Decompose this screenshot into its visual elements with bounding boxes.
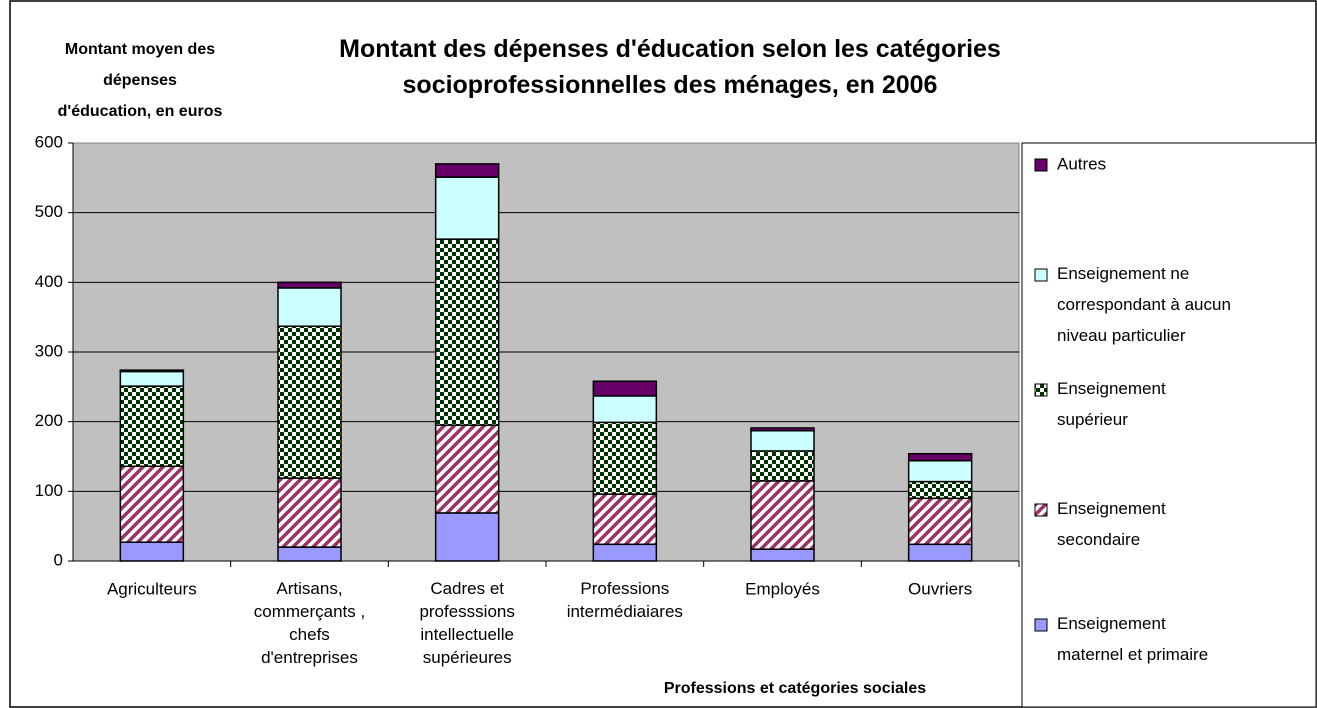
legend-swatch (1034, 158, 1048, 172)
bar-segment (592, 395, 658, 424)
bar-segment (907, 497, 973, 546)
y-axis-title: Montant moyen des dépenses d'éducation, en… (58, 41, 223, 120)
bar-segment (907, 452, 973, 462)
bar-segment (907, 459, 973, 483)
y-tick-label: 200 (35, 411, 63, 430)
bar-segment (907, 480, 973, 500)
bar-segment (592, 493, 658, 546)
x-tick-label: Employés (745, 579, 820, 598)
bar-segment (434, 163, 500, 178)
bar-segment (277, 287, 342, 327)
bar-segment (750, 548, 815, 562)
legend-swatch (1034, 268, 1048, 282)
bar-segment (750, 450, 815, 482)
bar-segment (750, 427, 815, 432)
bar-segment (277, 325, 342, 479)
legend-swatch (1034, 383, 1048, 397)
bar-segment (907, 543, 973, 562)
x-tick-label: Professions intermédiaiares (567, 579, 683, 621)
bar-segment (434, 424, 500, 514)
bar-segment (434, 176, 500, 240)
bar-segment (434, 238, 500, 426)
y-tick-label: 300 (35, 341, 63, 360)
bar-segment (119, 385, 185, 468)
x-tick-label: Artisans, commerçants , chefs d'entreprises (254, 579, 365, 667)
y-tick-label: 600 (35, 132, 63, 151)
legend-label: Enseignement maternel et primaire (1057, 614, 1208, 664)
legend-label: Autres (1057, 154, 1106, 173)
x-tick-label: Ouvriers (908, 579, 972, 598)
legend-swatch (1034, 618, 1048, 632)
y-tick-label: 500 (35, 202, 63, 221)
bar-segment (277, 281, 342, 289)
y-tick-label: 100 (35, 481, 63, 500)
chart-title: Montant des dépenses d'éducation selon l… (339, 35, 1001, 99)
bar-segment (119, 541, 185, 562)
bar-segment (277, 477, 342, 548)
bar-segment (592, 421, 658, 495)
legend-label: Enseignement ne correspondant à aucun nive… (1057, 264, 1231, 345)
bar-segment (277, 546, 342, 562)
y-tick-label: 0 (54, 550, 63, 569)
legend-label: Enseignement supérieur (1057, 379, 1166, 429)
bar-segment (119, 465, 185, 543)
x-axis-title: Professions et catégories sociales (664, 680, 926, 697)
bar-segment (592, 380, 658, 397)
bar-segment (434, 512, 500, 562)
x-tick-label: Agriculteurs (107, 579, 197, 598)
bar-segment (592, 543, 658, 562)
y-tick-label: 400 (35, 272, 63, 291)
bar-segment (119, 370, 185, 387)
bar-segment (750, 429, 815, 452)
legend-label: Enseignement secondaire (1057, 499, 1166, 549)
bar-segment (750, 480, 815, 550)
legend-box (1021, 142, 1317, 708)
x-tick-label: Cadres et professsions intellectuelle supér… (419, 579, 514, 667)
bar-segment (119, 369, 185, 373)
legend-swatch (1034, 503, 1048, 517)
